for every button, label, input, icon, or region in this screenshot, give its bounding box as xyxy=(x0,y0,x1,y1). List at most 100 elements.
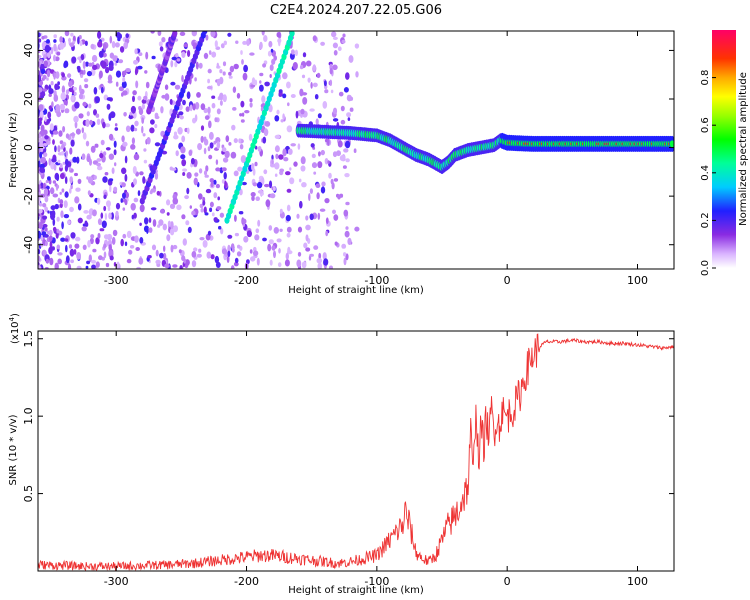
noise-speck xyxy=(159,46,164,52)
noise-speck xyxy=(134,48,138,55)
noise-speck xyxy=(61,85,66,94)
noise-speck xyxy=(65,255,70,264)
noise-speck xyxy=(251,77,256,85)
noise-speck xyxy=(59,36,63,43)
noise-speck xyxy=(73,249,77,255)
noise-speck xyxy=(132,166,137,174)
noise-speck xyxy=(226,255,230,263)
noise-speck xyxy=(233,170,239,177)
noise-speck xyxy=(100,86,104,94)
noise-speck xyxy=(57,159,61,164)
noise-speck xyxy=(189,104,193,112)
noise-speck xyxy=(337,140,343,148)
noise-speck xyxy=(186,91,191,99)
noise-speck xyxy=(181,214,186,220)
noise-speck xyxy=(122,76,126,83)
noise-speck xyxy=(175,53,179,58)
noise-speck xyxy=(69,188,72,194)
noise-speck xyxy=(83,210,89,214)
noise-speck xyxy=(207,78,211,84)
noise-speck xyxy=(241,59,244,65)
noise-speck xyxy=(78,93,84,100)
noise-speck xyxy=(200,135,204,143)
noise-speck xyxy=(330,178,334,185)
noise-speck xyxy=(286,81,291,89)
noise-speck xyxy=(227,32,232,37)
noise-speck xyxy=(203,107,208,114)
noise-speck xyxy=(274,173,278,177)
noise-speck xyxy=(185,106,190,112)
heatmap-y-ticks: -40 -20 0 20 40 xyxy=(22,43,674,254)
noise-speck xyxy=(159,209,165,214)
noise-speck xyxy=(194,114,198,122)
noise-speck xyxy=(63,99,67,105)
noise-speck xyxy=(181,159,187,167)
y-tick-label: -40 xyxy=(22,236,35,254)
noise-speck xyxy=(53,39,57,43)
noise-speck xyxy=(209,131,214,140)
noise-speck xyxy=(90,234,95,239)
noise-speck xyxy=(210,254,215,260)
noise-speck xyxy=(64,108,70,114)
noise-speck xyxy=(317,113,322,119)
noise-speck xyxy=(167,220,171,227)
noise-speck xyxy=(51,101,54,108)
noise-speck xyxy=(240,119,245,123)
noise-speck xyxy=(47,210,50,214)
noise-speck xyxy=(316,72,321,79)
noise-speck xyxy=(307,77,311,83)
noise-speck xyxy=(209,207,213,213)
noise-speck xyxy=(202,240,208,248)
noise-speck xyxy=(145,81,150,89)
noise-speck xyxy=(70,139,75,147)
noise-speck xyxy=(92,64,98,70)
noise-speck xyxy=(343,148,349,153)
noise-speck xyxy=(332,36,338,41)
noise-speck xyxy=(70,32,74,37)
noise-speck xyxy=(270,193,276,199)
noise-speck xyxy=(174,84,181,90)
noise-speck xyxy=(38,61,41,67)
noise-speck xyxy=(292,62,298,70)
noise-speck xyxy=(172,197,179,205)
noise-speck xyxy=(282,72,288,80)
noise-speck xyxy=(44,135,49,140)
streak-point xyxy=(202,31,208,35)
noise-speck xyxy=(233,138,238,144)
noise-speck xyxy=(56,216,60,222)
noise-speck xyxy=(111,41,116,49)
noise-speck xyxy=(296,213,300,219)
noise-speck xyxy=(122,141,128,147)
noise-speck xyxy=(69,248,75,257)
noise-speck xyxy=(249,52,255,56)
svg-text:(x104): (x104) xyxy=(8,313,21,344)
noise-speck xyxy=(39,110,44,118)
noise-speck xyxy=(309,213,314,221)
noise-speck xyxy=(297,251,302,257)
noise-speck xyxy=(241,112,245,117)
noise-speck xyxy=(63,214,70,219)
noise-speck xyxy=(113,149,117,156)
noise-speck xyxy=(162,223,167,231)
noise-speck xyxy=(197,143,203,151)
noise-speck xyxy=(55,104,61,112)
noise-speck xyxy=(273,227,279,234)
snr-y-ticks: 0.5 1.0 1.5 xyxy=(22,330,674,502)
noise-speck xyxy=(63,62,67,69)
noise-speck xyxy=(93,109,97,116)
noise-speck xyxy=(209,201,214,208)
noise-speck xyxy=(256,181,263,189)
noise-speck xyxy=(46,51,51,59)
noise-speck xyxy=(238,138,242,144)
colorbar-tick-label: 0.8 xyxy=(700,70,711,86)
noise-speck xyxy=(121,92,124,97)
noise-speck xyxy=(181,51,186,58)
noise-speck xyxy=(85,61,89,67)
noise-speck xyxy=(311,162,318,169)
noise-speck xyxy=(95,237,100,245)
noise-speck xyxy=(59,42,65,50)
noise-speck xyxy=(141,103,145,110)
noise-speck xyxy=(182,238,187,246)
noise-speck xyxy=(302,97,308,105)
noise-speck xyxy=(50,187,55,195)
